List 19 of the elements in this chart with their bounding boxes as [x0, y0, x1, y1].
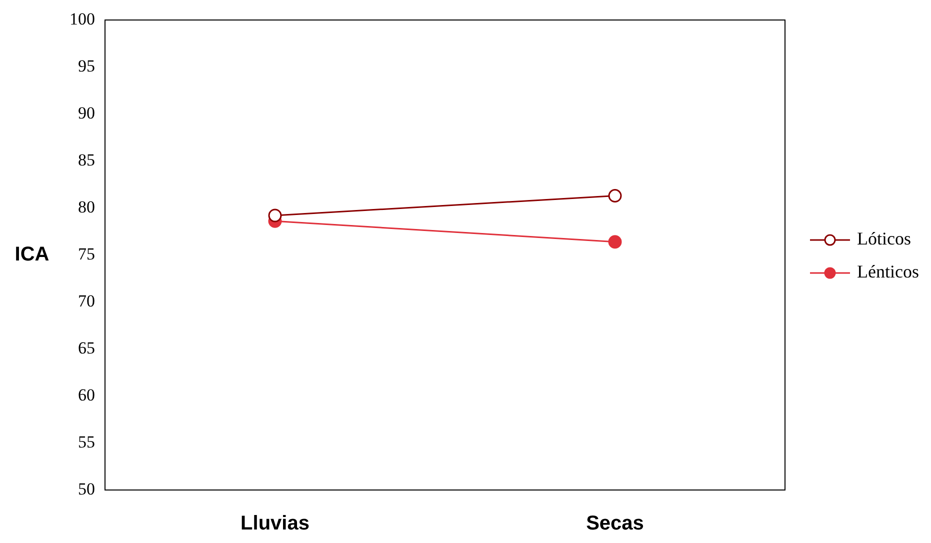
x-tick-label: Secas	[586, 512, 644, 535]
legend-label: Lénticos	[857, 262, 919, 282]
point	[608, 235, 622, 249]
legend-label: Lóticos	[857, 228, 911, 249]
y-tick-label: 90	[78, 103, 95, 122]
y-tick-label: 95	[78, 56, 95, 76]
y-tick-label: 65	[78, 338, 95, 358]
y-axis-title: ICA	[14, 244, 50, 266]
point	[268, 208, 282, 222]
y-tick-label: 70	[78, 291, 95, 310]
y-tick-label: 50	[78, 479, 95, 498]
y-tick-label: 80	[78, 197, 95, 216]
y-tick-label: 100	[70, 9, 95, 28]
y-tick-label: 60	[78, 385, 95, 404]
point	[608, 189, 622, 203]
x-tick-label: Lluvias	[240, 512, 310, 535]
y-tick-label: 85	[78, 150, 95, 170]
y-tick-label: 75	[78, 244, 95, 264]
y-tick-label: 55	[78, 432, 95, 452]
